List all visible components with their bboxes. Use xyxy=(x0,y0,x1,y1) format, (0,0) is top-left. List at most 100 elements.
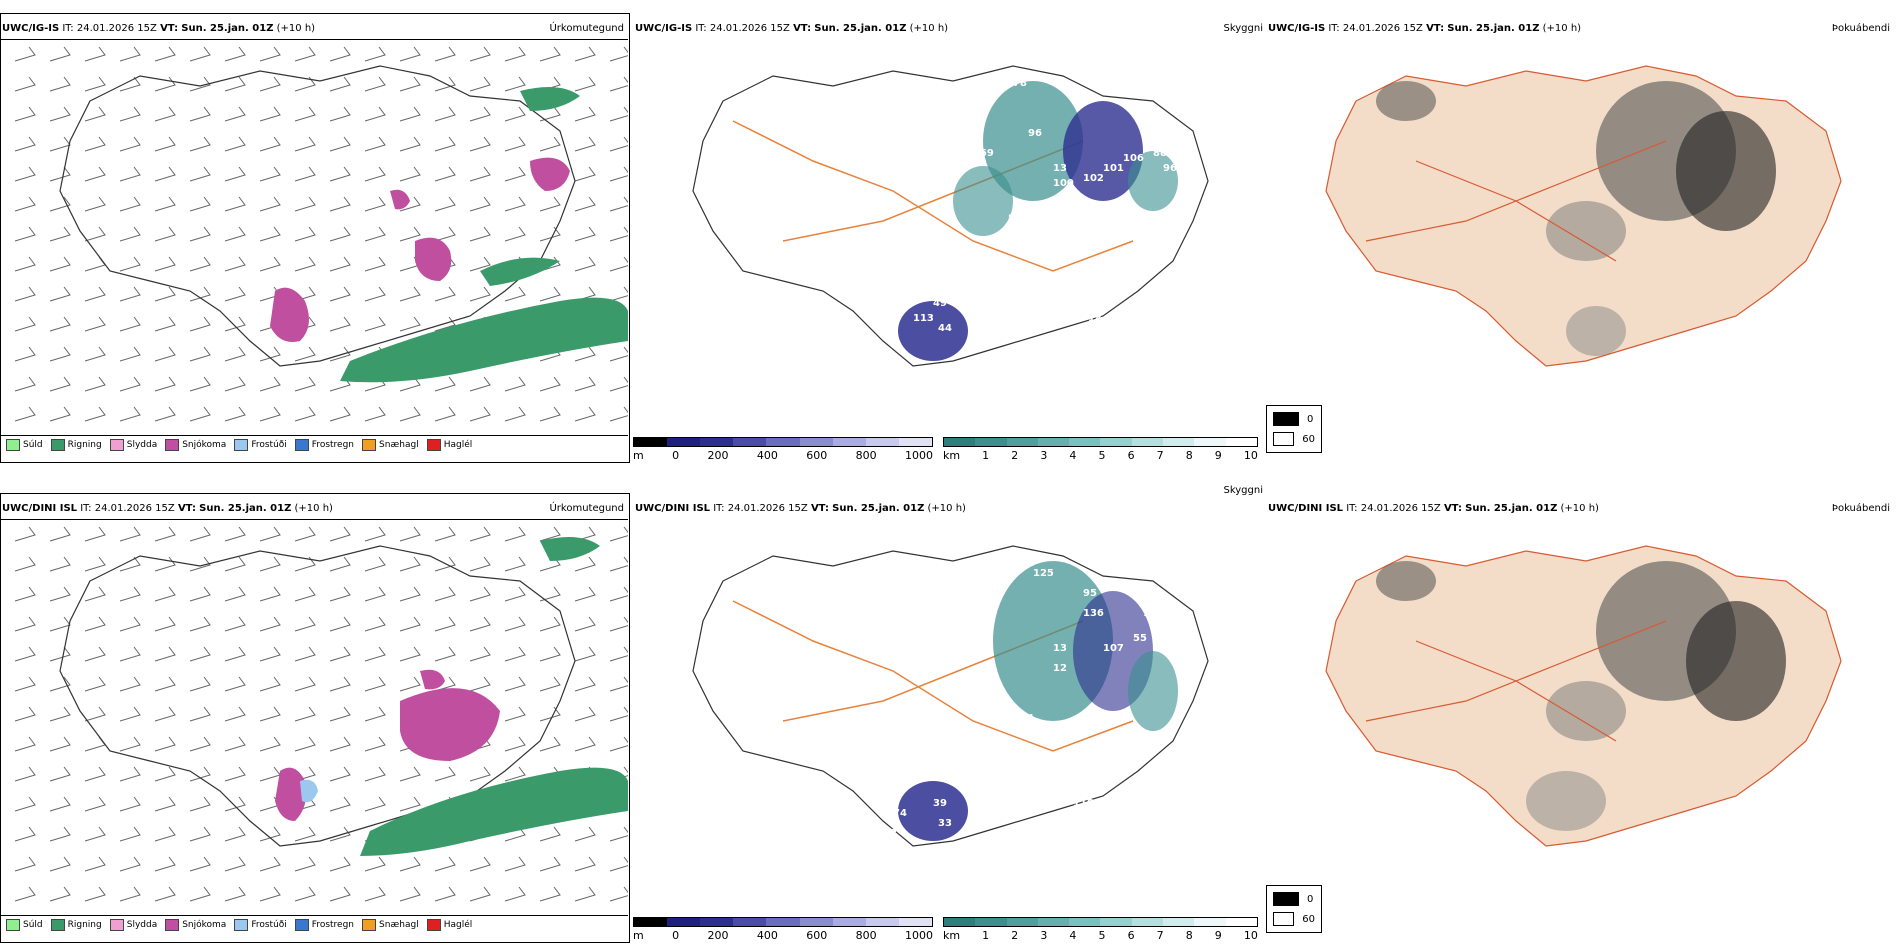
legend-item: Slydda xyxy=(109,919,157,931)
wind-barb xyxy=(294,646,316,662)
cloud-panel-bottom: UWC/DINI ISL IT: 24.01.2026 15Z VT: Sun.… xyxy=(633,485,1263,943)
wind-barb xyxy=(609,826,628,842)
wind-barb xyxy=(49,766,71,782)
wind-barb xyxy=(84,586,106,602)
wind-barb xyxy=(259,406,281,422)
wind-barb xyxy=(609,706,628,722)
wind-barb xyxy=(189,376,211,392)
legend-swatch xyxy=(426,919,441,931)
wind-barb xyxy=(259,196,281,212)
wind-barb xyxy=(224,616,246,632)
wind-barb xyxy=(189,256,211,272)
wind-barb xyxy=(399,766,421,782)
wind-barb xyxy=(84,706,106,722)
cloud-label: 79 xyxy=(1033,728,1047,739)
wind-barb xyxy=(224,826,246,842)
wind-barb xyxy=(469,376,491,392)
wind-barb xyxy=(14,406,36,422)
fog-map xyxy=(1325,65,1842,367)
wind-barb xyxy=(609,676,628,692)
snow-area xyxy=(270,287,309,342)
wind-barb xyxy=(574,106,596,122)
wind-barb xyxy=(49,706,71,722)
legend-label: Súld xyxy=(23,920,43,930)
wind-barb xyxy=(469,856,491,872)
wind-barb xyxy=(259,766,281,782)
wind-barb xyxy=(469,136,491,152)
wind-barb xyxy=(224,886,246,902)
wind-barb xyxy=(504,136,526,152)
wind-barb xyxy=(329,586,351,602)
legend-swatch xyxy=(362,439,377,451)
wind-barb xyxy=(399,676,421,692)
iceland-outline xyxy=(59,545,576,847)
wind-barb xyxy=(224,226,246,242)
cloud-label: 159 xyxy=(973,148,994,159)
wind-barb xyxy=(609,556,628,572)
wind-barb xyxy=(539,406,561,422)
wind-barb xyxy=(119,406,141,422)
wind-barb xyxy=(329,706,351,722)
wind-barb xyxy=(434,406,456,422)
wind-barb xyxy=(154,646,176,662)
wind-barb xyxy=(539,676,561,692)
wind-barb xyxy=(49,226,71,242)
wind-barb xyxy=(364,586,386,602)
wind-barb xyxy=(609,226,628,242)
cloud-label: 114 xyxy=(933,248,954,259)
wind-barb xyxy=(434,106,456,122)
wind-barb xyxy=(504,406,526,422)
wind-barb xyxy=(574,556,596,572)
wind-barb xyxy=(119,796,141,812)
wind-barb xyxy=(294,406,316,422)
wind-barb xyxy=(14,736,36,752)
wind-barb xyxy=(539,856,561,872)
wind-barb xyxy=(609,196,628,212)
wind-barb xyxy=(434,586,456,602)
wind-barb xyxy=(49,316,71,332)
wind-barb xyxy=(119,616,141,632)
fog-map xyxy=(1325,545,1842,847)
cloud-label: 49 xyxy=(933,298,947,309)
wind-barb xyxy=(84,256,106,272)
wind-barb xyxy=(574,856,596,872)
wind-barb xyxy=(14,286,36,302)
wind-barb xyxy=(294,346,316,362)
legend-label: Frostúði xyxy=(251,920,287,930)
wind-barb xyxy=(84,316,106,332)
wind-barb xyxy=(609,76,628,92)
wind-barb xyxy=(119,526,141,542)
wind-barb xyxy=(259,346,281,362)
wind-barb xyxy=(574,676,596,692)
wind-barb xyxy=(399,646,421,662)
snow-area xyxy=(390,189,410,210)
wind-barb xyxy=(189,526,211,542)
wind-barb xyxy=(119,256,141,272)
wind-barb xyxy=(154,616,176,632)
cloud-label: 96 xyxy=(1028,128,1042,139)
wind-barb xyxy=(329,346,351,362)
wind-barb xyxy=(224,376,246,392)
wind-barb xyxy=(49,796,71,812)
wind-barb xyxy=(154,226,176,242)
wind-barb xyxy=(539,706,561,722)
legend-item: Súld xyxy=(6,439,43,451)
wind-barb xyxy=(504,46,526,62)
wind-barb xyxy=(574,136,596,152)
wind-barb xyxy=(154,76,176,92)
wind-barb xyxy=(84,166,106,182)
wind-barb xyxy=(329,286,351,302)
wind-barb xyxy=(364,76,386,92)
legend-label: Súld xyxy=(23,440,43,450)
wind-barb xyxy=(294,736,316,752)
panel-title: Úrkomutegund xyxy=(549,23,624,34)
wind-barb xyxy=(574,406,596,422)
cloud-label: 136 xyxy=(1083,608,1104,619)
panel-header: UWC/IG-IS IT: 24.01.2026 15Z VT: Sun. 25… xyxy=(635,23,949,34)
wind-barb xyxy=(469,166,491,182)
cloud-label: 106 xyxy=(1123,153,1144,164)
wind-barb xyxy=(574,736,596,752)
wind-barb xyxy=(14,166,36,182)
wind-barb xyxy=(469,886,491,902)
legend-swatch xyxy=(294,439,309,451)
